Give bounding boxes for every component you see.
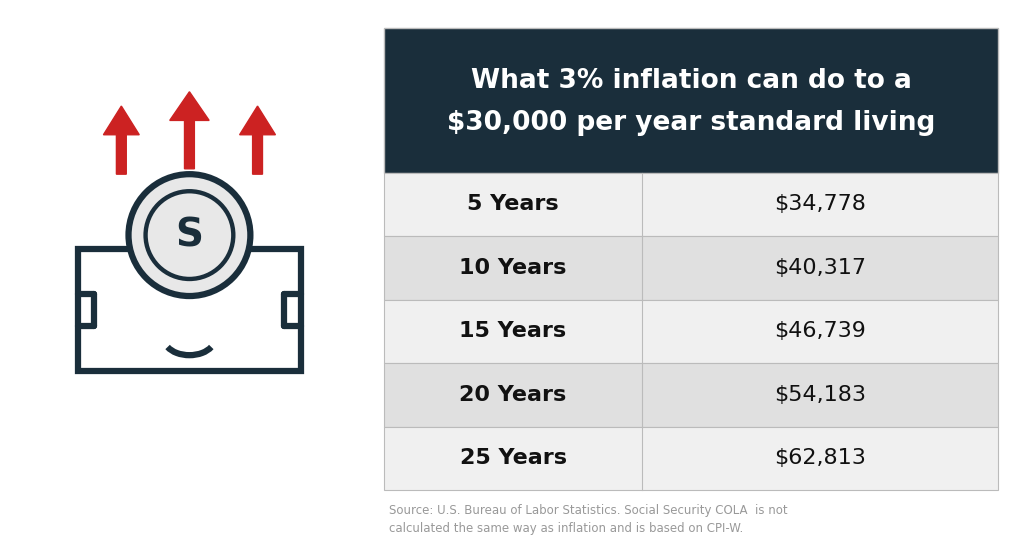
Text: $30,000 per year standard living: $30,000 per year standard living [447,110,935,135]
Polygon shape [170,92,209,169]
Text: 15 Years: 15 Years [460,321,566,341]
Text: 25 Years: 25 Years [460,448,566,468]
Text: 5 Years: 5 Years [467,194,559,214]
Text: 10 Years: 10 Years [460,258,566,278]
Text: $54,183: $54,183 [774,385,866,405]
Circle shape [129,174,250,296]
Text: S: S [175,216,204,254]
Polygon shape [240,106,275,174]
Text: Source: U.S. Bureau of Labor Statistics. Social Security COLA  is not
calculated: Source: U.S. Bureau of Labor Statistics.… [389,504,787,535]
Text: $40,317: $40,317 [774,258,866,278]
Text: 20 Years: 20 Years [460,385,566,405]
Text: What 3% inflation can do to a: What 3% inflation can do to a [471,68,911,94]
Polygon shape [103,106,139,174]
Text: $46,739: $46,739 [774,321,866,341]
Text: $34,778: $34,778 [774,194,866,214]
Text: $62,813: $62,813 [774,448,866,468]
